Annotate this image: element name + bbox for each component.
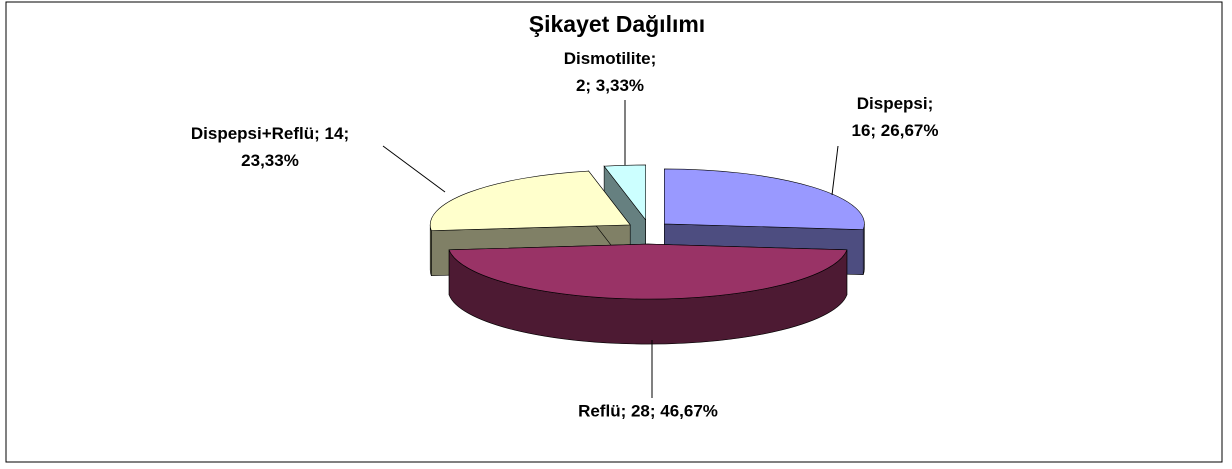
- data-label: Dispepsi+Reflü; 14; 23,33%: [191, 124, 349, 170]
- slice-wall: [429, 224, 432, 276]
- data-label: Dispepsi; 16; 26,67%: [852, 94, 939, 140]
- data-label-line: 2; 3,33%: [576, 76, 644, 95]
- data-label-line: Dispepsi+Reflü; 14;: [191, 124, 349, 143]
- data-label: Dismotilite; 2; 3,33%: [564, 49, 657, 95]
- data-label-line: 23,33%: [241, 151, 299, 170]
- slice-top: [429, 170, 631, 231]
- leader-line: [831, 145, 839, 196]
- slice-top: [448, 243, 848, 300]
- slice-wall: [862, 223, 865, 275]
- slice-top: [603, 164, 646, 221]
- data-label-line: Dispepsi;: [857, 94, 934, 113]
- chart-title: Şikayet Dağılımı: [529, 11, 705, 37]
- pie-slice: [448, 243, 848, 345]
- data-label-line: 16; 26,67%: [852, 121, 939, 140]
- slice-top: [664, 168, 865, 230]
- data-label-line: Dismotilite;: [564, 49, 657, 68]
- data-label: Reflü; 28; 46,67%: [578, 401, 718, 420]
- leader-line: [382, 145, 446, 193]
